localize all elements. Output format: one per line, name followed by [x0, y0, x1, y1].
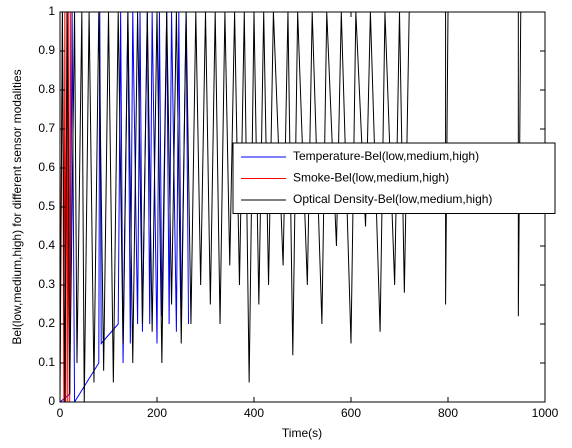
y-tick-label: 1	[48, 4, 55, 18]
y-tick-label: 0.2	[38, 316, 55, 330]
y-tick-label: 0.4	[38, 238, 55, 252]
series-line	[60, 12, 545, 402]
y-tick-label: 0.5	[38, 199, 55, 213]
x-tick-label: 0	[57, 406, 64, 420]
legend-label: Smoke-Bel(low,medium,high)	[293, 171, 449, 185]
x-tick-label: 600	[341, 406, 361, 420]
plot-area	[60, 12, 545, 402]
y-tick-label: 0.9	[38, 43, 55, 57]
x-axis-label: Time(s)	[282, 426, 322, 440]
y-tick-label: 0.8	[38, 82, 55, 96]
y-tick-label: 0.3	[38, 277, 55, 291]
legend-label: Optical Density-Bel(low,medium,high)	[293, 192, 492, 206]
legend-box	[232, 142, 556, 214]
x-tick-label: 200	[147, 406, 167, 420]
x-tick-label: 1000	[532, 406, 559, 420]
x-tick-label: 800	[438, 406, 458, 420]
y-tick-label: 0	[48, 394, 55, 408]
y-tick-label: 0.6	[38, 160, 55, 174]
y-tick-label: 0.1	[38, 355, 55, 369]
legend-label: Temperature-Bel(low,medium,high)	[293, 149, 479, 163]
y-axis-label: Bel(low,medium,high) for different senso…	[10, 69, 24, 344]
y-tick-label: 0.7	[38, 121, 55, 135]
x-tick-label: 400	[244, 406, 264, 420]
